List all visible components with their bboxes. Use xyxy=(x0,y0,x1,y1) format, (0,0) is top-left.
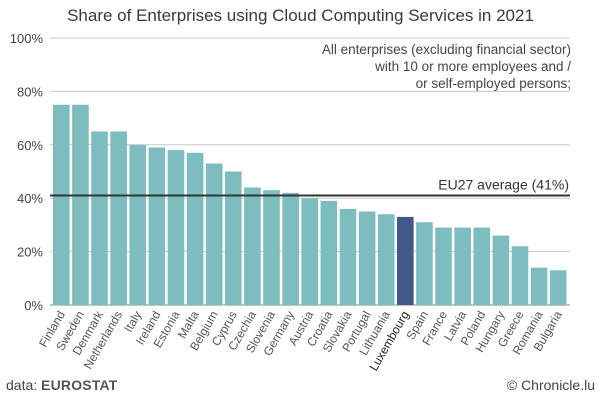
average-line-label: EU27 average (41%) xyxy=(438,177,569,193)
average-reference: EU27 average (41%) xyxy=(50,177,570,197)
bar-estonia xyxy=(167,150,185,305)
y-tick-label: 0% xyxy=(24,298,43,313)
y-tick-label: 80% xyxy=(17,84,43,99)
bars xyxy=(53,104,567,305)
bar-slovakia xyxy=(339,208,357,305)
y-tick-label: 100% xyxy=(10,31,44,46)
bar-france xyxy=(435,227,452,305)
subtitle-line-1: All enterprises (excluding financial sec… xyxy=(321,42,571,57)
bar-poland xyxy=(473,227,491,305)
bar-bulgaria xyxy=(549,270,567,305)
bar-cyprus xyxy=(225,171,242,305)
bar-sweden xyxy=(72,104,89,305)
y-tick-labels: 0% 20% 40% 60% 80% 100% xyxy=(10,31,44,313)
bar-portugal xyxy=(358,211,376,305)
bar-croatia xyxy=(320,200,338,305)
bar-hungary xyxy=(492,235,510,305)
source-name: EUROSTAT xyxy=(41,377,118,393)
bar-latvia xyxy=(454,227,471,305)
subtitle-line-3: or self-employed persons; xyxy=(415,76,571,91)
bar-belgium xyxy=(205,163,223,305)
bar-germany xyxy=(282,192,299,305)
bar-ireland xyxy=(148,147,166,305)
bar-finland xyxy=(53,104,70,305)
bar-malta xyxy=(186,152,204,305)
bar-slovenia xyxy=(263,190,280,305)
bar-italy xyxy=(129,144,147,305)
source-label: data: xyxy=(6,377,38,393)
y-tick-label: 40% xyxy=(17,191,43,206)
bar-luxembourg xyxy=(397,216,414,305)
bar-austria xyxy=(301,198,319,305)
subtitle-line-2: with 10 or more employees and / xyxy=(375,59,571,74)
y-tick-label: 20% xyxy=(17,245,43,260)
bar-spain xyxy=(416,222,433,305)
copyright-credit: © Chronicle.lu xyxy=(506,377,595,393)
bar-lithuania xyxy=(377,214,395,305)
bar-romania xyxy=(530,267,548,305)
bar-czechia xyxy=(244,187,261,305)
bar-greece xyxy=(511,246,529,305)
x-tick-labels: FinlandSwedenDenmarkNetherlandsItalyIrel… xyxy=(36,308,565,374)
chart-title: Share of Enterprises using Cloud Computi… xyxy=(67,6,534,25)
source-credit: data: EUROSTAT xyxy=(6,377,118,393)
y-tick-label: 60% xyxy=(17,138,43,153)
bar-denmark xyxy=(91,131,108,305)
bar-netherlands xyxy=(110,131,127,305)
